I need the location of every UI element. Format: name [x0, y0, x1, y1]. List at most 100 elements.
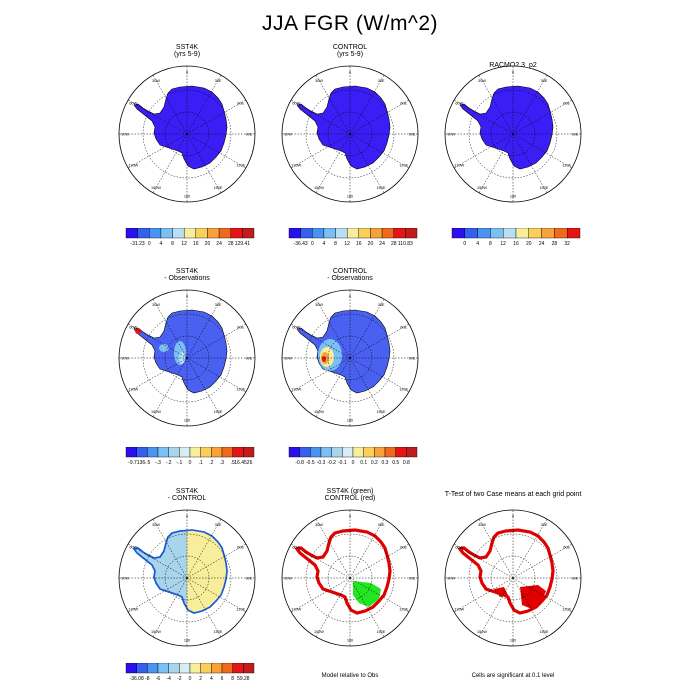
colorbar-swatch	[406, 447, 418, 458]
meridian-line	[512, 133, 573, 169]
colorbar-swatch	[147, 663, 159, 674]
colorbar-swatch	[554, 228, 568, 239]
longitude-label: 180	[184, 419, 190, 423]
longitude-label: 30E	[215, 303, 222, 307]
colorbar-label: 8	[489, 241, 492, 247]
colorbar-label: 0.3	[382, 460, 389, 466]
meridian-line	[186, 577, 222, 638]
latitude-circle	[305, 533, 395, 623]
meridian-line	[186, 323, 247, 359]
polar-map: 0 30E 60E 90E 120E 150E 180 150W 120W 90W 60W 30W	[118, 509, 256, 647]
colorbar: -0.8 -0.5 -0.3 -0.2 -0.1 0 0.1 0.2 0.3 0.5 0.8	[288, 447, 418, 466]
colorbar-label: -0.1	[338, 460, 347, 466]
meridian-line	[453, 543, 514, 579]
panel-title-line1: SST4K	[175, 44, 199, 51]
longitude-label: 180	[510, 195, 516, 199]
colorbar-swatch	[218, 228, 231, 239]
meridian-line	[512, 518, 548, 579]
longitude-label: 120E	[399, 388, 408, 392]
meridian-line	[315, 74, 351, 135]
colorbar-label: -.3	[155, 460, 161, 466]
colorbar-swatch	[393, 228, 406, 239]
colorbar-label: 6	[221, 676, 224, 682]
longitude-label: 120W	[291, 164, 301, 168]
longitude-label: 30W	[315, 523, 323, 527]
colorbar: -31.23 0 4 8 12 16 20 24 28 129.41	[125, 228, 255, 247]
significant-cells	[520, 585, 546, 609]
colorbar-swatch	[149, 228, 162, 239]
longitude-label: 120E	[236, 608, 245, 612]
colorbar-swatch	[195, 228, 208, 239]
longitude-label: 60W	[455, 546, 463, 550]
colorbar-swatch	[221, 663, 233, 674]
colorbar-swatch	[312, 228, 325, 239]
longitude-label: 150W	[477, 630, 487, 634]
colorbar-label: 8	[334, 241, 337, 247]
meridian-line	[152, 133, 188, 194]
longitude-label: 30E	[541, 523, 548, 527]
colorbar-label: 4	[160, 241, 163, 247]
longitude-label: 180	[184, 195, 190, 199]
colorbar-swatch	[464, 228, 478, 239]
significant-coast	[294, 528, 392, 615]
colorbar-label: 129.41	[235, 241, 251, 247]
anomaly-cell	[322, 356, 326, 362]
colorbar-swatch	[125, 447, 137, 458]
panel-title-line2: - CONTROL	[167, 495, 207, 502]
colorbar-label: 24	[379, 241, 385, 247]
colorbar-swatch	[183, 228, 197, 239]
longitude-label: 150W	[151, 186, 161, 190]
colorbar-swatch	[528, 228, 542, 239]
meridian-line	[290, 133, 351, 169]
longitude-label: 30W	[315, 303, 323, 307]
longitude-label: 60W	[129, 546, 137, 550]
colorbar-swatch	[232, 663, 244, 674]
colorbar-swatch	[370, 228, 383, 239]
colorbar-label: 16	[193, 241, 199, 247]
meridian-line	[290, 577, 351, 613]
colorbar-label: 4	[210, 676, 213, 682]
colorbar-label: .5	[231, 460, 235, 466]
colorbar-swatch	[207, 228, 220, 239]
colorbar-label: 20	[368, 241, 374, 247]
polar-map: 0 30E 60E 90E 120E 150E 180 150W 120W 90W 60W 30W	[281, 289, 419, 427]
colorbar-swatch	[179, 663, 191, 674]
colorbar-label: -0.5	[306, 460, 315, 466]
longitude-label: 60W	[129, 326, 137, 330]
meridian-line	[349, 99, 410, 135]
colorbar-label: 0	[189, 460, 192, 466]
colorbar-swatch	[288, 228, 301, 239]
meridian-line	[349, 518, 385, 579]
colorbar-label: 4	[323, 241, 326, 247]
longitude-label: 60E	[563, 102, 570, 106]
meridian-line	[453, 99, 514, 135]
meridian-line	[315, 518, 351, 579]
colorbar-label: 16	[513, 241, 519, 247]
meridian-line	[290, 357, 351, 393]
longitude-label: 0	[186, 295, 188, 299]
meridian-line	[512, 543, 573, 579]
colorbar-swatch	[160, 228, 173, 239]
meridian-line	[478, 133, 514, 194]
longitude-label: 60W	[292, 326, 300, 330]
colorbar-swatch	[374, 447, 386, 458]
panel-title-line1: SST4K	[175, 488, 199, 495]
colorbar-swatch	[477, 228, 491, 239]
colorbar-swatch	[125, 663, 137, 674]
meridian-line	[290, 323, 351, 359]
colorbar-swatch	[451, 228, 466, 239]
meridian-line	[349, 577, 410, 613]
polar-map: 0 30E 60E 90E 120E 150E 180 150W 120W 90W 60W 30W	[118, 289, 256, 427]
longitude-label: 0	[349, 295, 351, 299]
meridian-line	[127, 99, 188, 135]
colorbar-label: -.5	[144, 460, 150, 466]
longitude-label: 120E	[562, 164, 571, 168]
longitude-label: 180	[347, 419, 353, 423]
colorbar: -36.43 0 4 8 12 16 20 24 28 110.83	[288, 228, 418, 247]
colorbar-label: 28	[228, 241, 234, 247]
colorbar-label: 12	[181, 241, 187, 247]
polar-map: 0 30E 60E 90E 120E 150E 180 150W 120W 90W 60W 30W	[281, 509, 419, 647]
meridian-line	[186, 74, 222, 135]
colorbar-swatch	[331, 447, 343, 458]
colorbar-label: 28	[552, 241, 558, 247]
